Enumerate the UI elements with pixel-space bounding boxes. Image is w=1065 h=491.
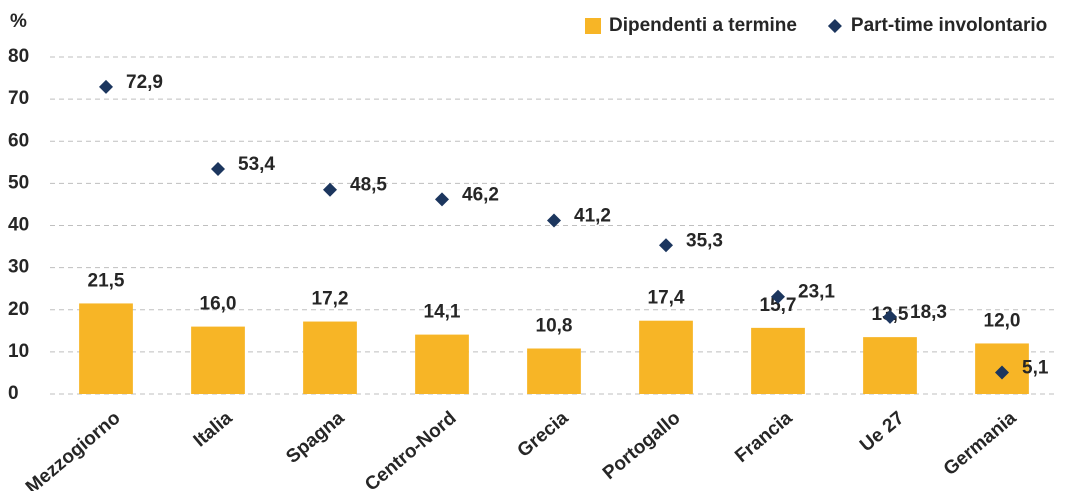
point-value-label: 53,4 — [238, 154, 275, 175]
bar — [863, 337, 917, 394]
y-tick-label: 0 — [8, 383, 19, 404]
point-value-label: 48,5 — [350, 175, 387, 196]
x-tick-label: Italia — [190, 407, 237, 451]
bar — [303, 321, 357, 394]
point-value-label: 18,3 — [910, 302, 947, 323]
x-tick-label: Germania — [940, 407, 1021, 480]
y-tick-label: 70 — [8, 88, 29, 109]
y-tick-label: 10 — [8, 341, 29, 362]
bar-value-label: 15,7 — [760, 295, 797, 316]
diamond-marker — [547, 213, 561, 228]
x-tick-label: Spagna — [282, 407, 348, 467]
diamond-marker — [211, 162, 225, 177]
bar — [639, 320, 693, 394]
legend-label: Part-time involontario — [851, 15, 1047, 36]
bar-value-label: 17,2 — [312, 289, 349, 310]
x-tick-label: Francia — [731, 407, 797, 467]
legend-label: Dipendenti a termine — [609, 15, 797, 36]
x-tick-label: Ue 27 — [856, 408, 908, 457]
y-tick-label: 80 — [8, 46, 29, 67]
point-value-label: 23,1 — [798, 282, 835, 303]
bar-value-label: 21,5 — [88, 270, 125, 291]
y-tick-label: 20 — [8, 299, 29, 320]
x-tick-label: Mezzogiorno — [22, 408, 124, 491]
diamond-marker — [99, 79, 113, 94]
diamond-marker — [771, 289, 785, 304]
diamond-marker — [995, 365, 1009, 380]
diamond-marker — [659, 238, 673, 253]
x-tick-label: Centro-Nord — [361, 408, 460, 491]
bar — [415, 334, 469, 394]
bar-value-label: 10,8 — [536, 316, 573, 337]
diamond-marker — [883, 309, 897, 324]
point-value-label: 5,1 — [1022, 358, 1049, 379]
x-tick-label: Portogallo — [599, 408, 684, 484]
legend-swatch — [585, 18, 601, 34]
bar-value-label: 17,4 — [648, 288, 685, 309]
bar — [527, 348, 581, 394]
y-tick-label: 60 — [8, 130, 29, 151]
point-value-label: 46,2 — [462, 184, 499, 205]
bar-value-label: 14,1 — [424, 302, 461, 323]
y-tick-label: 40 — [8, 215, 29, 236]
x-tick-label: Grecia — [514, 407, 573, 461]
point-value-label: 72,9 — [126, 72, 163, 93]
legend-swatch — [827, 19, 842, 33]
diamond-marker — [323, 182, 337, 197]
diamond-marker — [435, 192, 449, 207]
bar — [191, 326, 245, 394]
bar-value-label: 12,0 — [984, 310, 1021, 331]
point-value-label: 41,2 — [574, 205, 611, 226]
point-value-label: 35,3 — [686, 230, 723, 251]
bar — [79, 303, 133, 394]
y-tick-label: 50 — [8, 172, 29, 193]
bar-value-label: 16,0 — [200, 294, 237, 315]
y-axis-label: % — [10, 11, 27, 32]
bar — [751, 327, 805, 394]
y-tick-label: 30 — [8, 257, 29, 278]
